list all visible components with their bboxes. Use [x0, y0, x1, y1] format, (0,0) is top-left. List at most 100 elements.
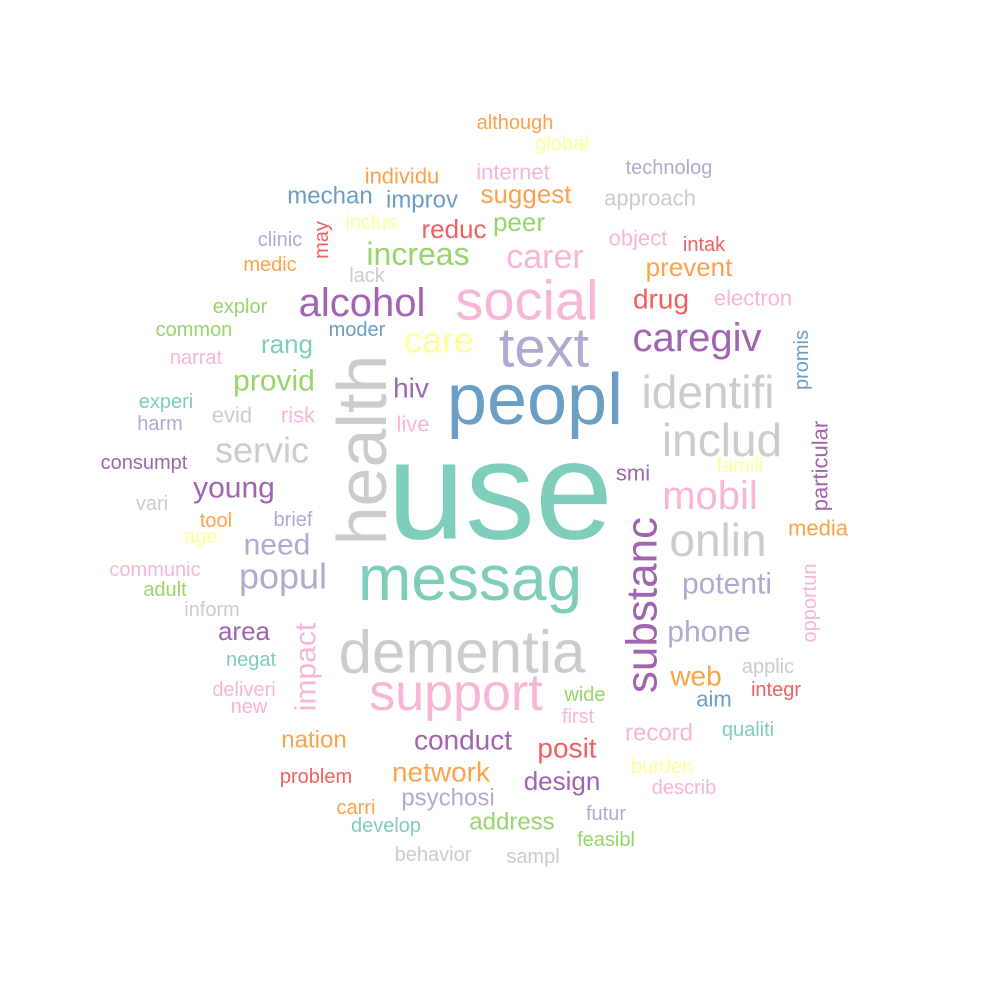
word-new: new: [231, 696, 268, 718]
word-onlin: onlin: [669, 514, 766, 566]
word-suggest: suggest: [480, 179, 572, 209]
word-posit: posit: [537, 733, 596, 764]
word-wide: wide: [563, 684, 605, 706]
word-problem: problem: [280, 766, 352, 788]
word-object: object: [609, 226, 668, 251]
word-tool: tool: [200, 510, 232, 532]
word-popul: popul: [239, 556, 327, 597]
word-rang: rang: [261, 329, 313, 359]
word-drug: drug: [633, 284, 689, 315]
word-support: support: [369, 664, 543, 722]
word-applic: applic: [742, 656, 794, 678]
word-evid: evid: [212, 403, 252, 428]
word-text: text: [499, 316, 590, 379]
word-reduc: reduc: [421, 214, 486, 244]
word-age: age: [184, 526, 217, 548]
word-communic: communic: [109, 559, 200, 581]
word-hiv: hiv: [393, 373, 429, 404]
word-mechan: mechan: [287, 183, 372, 210]
word-health: health: [323, 355, 401, 546]
word-use: use: [387, 412, 613, 569]
word-sampl: sampl: [506, 846, 559, 868]
word-clinic: clinic: [258, 229, 302, 251]
word-first: first: [562, 706, 595, 728]
word-inform: inform: [184, 599, 240, 621]
word-caregiv: caregiv: [633, 316, 762, 360]
word-address: address: [469, 809, 554, 836]
word-adult: adult: [143, 579, 187, 601]
word-record: record: [625, 720, 693, 747]
word-mobil: mobil: [662, 474, 758, 518]
word-messag: messag: [358, 542, 582, 614]
word-web: web: [669, 661, 721, 692]
word-smi: smi: [616, 461, 650, 486]
word-alcohol: alcohol: [299, 281, 426, 325]
word-deliveri: deliveri: [212, 679, 275, 701]
word-aim: aim: [696, 687, 731, 712]
word-includ: includ: [662, 414, 782, 466]
word-qualiti: qualiti: [722, 719, 774, 741]
word-psychosi: psychosi: [401, 785, 494, 812]
word-internet: internet: [476, 160, 549, 185]
word-famili: famili: [717, 455, 764, 477]
word-phone: phone: [667, 616, 750, 649]
word-moder: moder: [329, 319, 386, 341]
word-consumpt: consumpt: [101, 452, 188, 474]
word-develop: develop: [351, 815, 421, 837]
word-particular: particular: [808, 421, 833, 511]
word-describ: describ: [652, 777, 716, 799]
word-dementia: dementia: [339, 619, 586, 686]
word-network: network: [392, 757, 491, 788]
word-futur: futur: [586, 803, 626, 825]
word-global: global: [535, 133, 588, 155]
word-media: media: [788, 516, 849, 541]
word-nation: nation: [281, 727, 346, 754]
word-narrat: narrat: [170, 347, 223, 369]
word-promis: promis: [791, 330, 813, 390]
word-substanc: substanc: [618, 517, 667, 693]
word-area: area: [218, 616, 271, 646]
word-opportun: opportun: [799, 564, 821, 643]
word-servic: servic: [215, 430, 309, 471]
word-technolog: technolog: [626, 157, 713, 179]
word-young: young: [193, 472, 275, 505]
word-peer: peer: [493, 207, 545, 237]
word-individu: individu: [365, 164, 440, 189]
word-harm: harm: [137, 413, 183, 435]
word-brief: brief: [274, 509, 313, 531]
word-experi: experi: [139, 391, 193, 413]
word-inclus: inclus: [345, 212, 396, 234]
word-conduct: conduct: [414, 725, 512, 756]
word-carer: carer: [506, 238, 583, 276]
word-impact: impact: [290, 622, 323, 711]
word-integr: integr: [751, 679, 801, 701]
word-burden: burden: [631, 756, 693, 778]
word-feasibl: feasibl: [577, 829, 635, 851]
word-design: design: [524, 766, 601, 796]
word-approach: approach: [604, 186, 696, 211]
word-carri: carri: [337, 797, 376, 819]
word-care: care: [404, 320, 474, 361]
word-vari: vari: [136, 493, 168, 515]
word-identifi: identifi: [642, 366, 775, 418]
word-provid: provid: [233, 365, 315, 398]
word-potenti: potenti: [682, 568, 772, 601]
word-explor: explor: [213, 296, 268, 318]
word-lack: lack: [349, 265, 386, 287]
word-although: although: [477, 112, 554, 134]
word-improv: improv: [386, 187, 458, 214]
word-live: live: [396, 412, 429, 437]
word-social: social: [455, 269, 598, 332]
word-risk: risk: [281, 403, 316, 428]
word-may: may: [311, 221, 333, 259]
word-behavior: behavior: [395, 844, 472, 866]
word-intak: intak: [683, 234, 726, 256]
word-peopl: peopl: [447, 360, 623, 440]
word-negat: negat: [226, 649, 276, 671]
word-need: need: [244, 529, 311, 562]
word-prevent: prevent: [646, 252, 733, 282]
word-common: common: [156, 319, 233, 341]
word-electron: electron: [714, 286, 792, 311]
